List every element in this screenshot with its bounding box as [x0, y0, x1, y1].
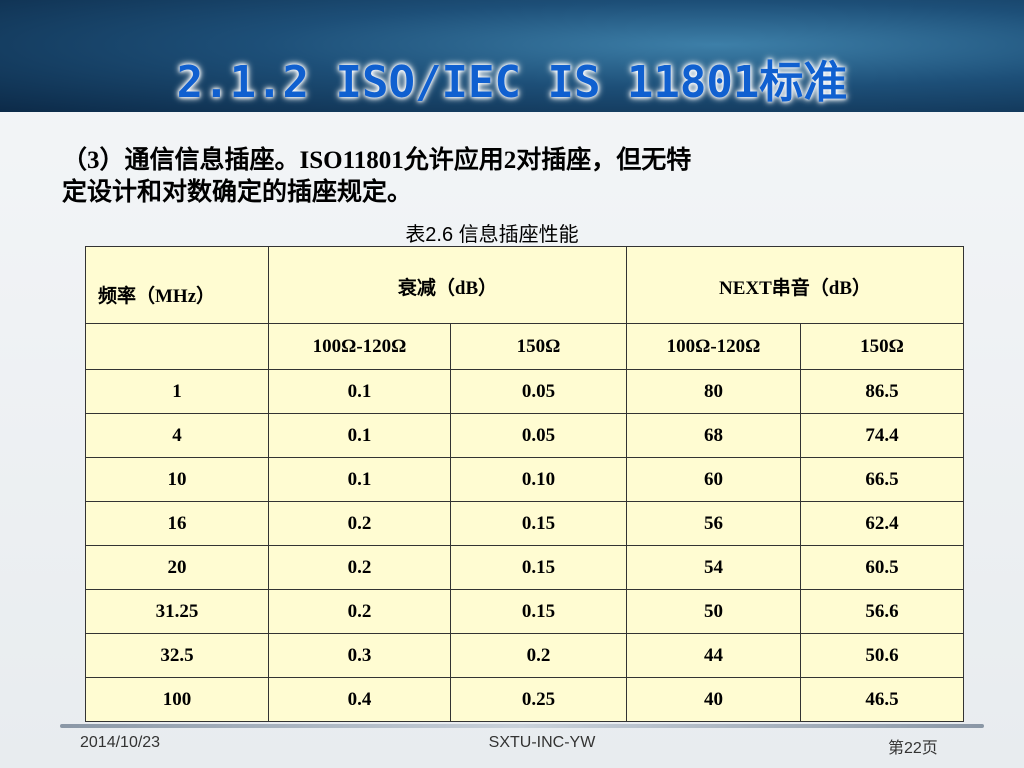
- table-cell: 0.1: [268, 369, 451, 414]
- footer-page: 第22页: [888, 740, 938, 757]
- table-caption: 表2.6 信息插座性能: [405, 224, 579, 246]
- table-row: 4 0.1 0.05 68 74.4: [85, 413, 964, 458]
- table-row: 32.5 0.3 0.2 44 50.6: [85, 633, 964, 678]
- table-cell: 31.25: [85, 589, 269, 634]
- table-cell: 0.2: [268, 589, 451, 634]
- slide-title: 2.1.2 ISO/IEC IS 11801标准: [176, 57, 848, 108]
- table-cell: 56.6: [800, 589, 964, 634]
- table-cell: 74.4: [800, 413, 964, 458]
- subheader-cell: 100Ω-120Ω: [268, 323, 451, 370]
- header-cell: 频率（MHz）: [85, 246, 269, 324]
- table-cell: 62.4: [800, 501, 964, 546]
- table-cell: 0.15: [450, 501, 627, 546]
- intro-text: 定设计和对数确定的插座规定。: [62, 179, 413, 206]
- table-cell: 0.15: [450, 589, 627, 634]
- header-cell: NEXT串音（dB）: [626, 246, 964, 324]
- table-cell: 0.1: [268, 457, 451, 502]
- table-cell: 68: [626, 413, 801, 458]
- table-cell: 0.10: [450, 457, 627, 502]
- table-cell: 0.25: [450, 677, 627, 722]
- subheader-cell: 100Ω-120Ω: [626, 323, 801, 370]
- intro-text: （3）通信信息插座。ISO11801允许应用2对插座，但无特: [62, 147, 692, 174]
- table-cell: 50.6: [800, 633, 964, 678]
- table-cell: 80: [626, 369, 801, 414]
- table-cell: 0.3: [268, 633, 451, 678]
- table-cell: 60.5: [800, 545, 964, 590]
- table-cell: 10: [85, 457, 269, 502]
- table-cell: 4: [85, 413, 269, 458]
- footer-date: 2014/10/23: [80, 734, 161, 751]
- subheader-cell: 150Ω: [450, 323, 627, 370]
- table-row: 20 0.2 0.15 54 60.5: [85, 545, 964, 590]
- empty-cell: [85, 323, 269, 370]
- table-cell: 86.5: [800, 369, 964, 414]
- table-cell: 100: [85, 677, 269, 722]
- table-cell: 0.05: [450, 413, 627, 458]
- footer-line: [60, 724, 984, 728]
- table-cell: 0.15: [450, 545, 627, 590]
- data-table: 频率（MHz） 衰减（dB） NEXT串音（dB） 100Ω-120Ω 150Ω 100…: [85, 246, 964, 722]
- table-cell: 40: [626, 677, 801, 722]
- table-cell: 20: [85, 545, 269, 590]
- table-cell: 0.2: [268, 545, 451, 590]
- table-row: 16 0.2 0.15 56 62.4: [85, 501, 964, 546]
- table-cell: 0.2: [450, 633, 627, 678]
- table-cell: 50: [626, 589, 801, 634]
- table-cell: 16: [85, 501, 269, 546]
- table-row: 31.25 0.2 0.15 50 56.6: [85, 589, 964, 634]
- table-cell: 1: [85, 369, 269, 414]
- table-cell: 54: [626, 545, 801, 590]
- table-cell: 56: [626, 501, 801, 546]
- header-band: [0, 0, 1024, 112]
- table-cell: 0.1: [268, 413, 451, 458]
- subheader-cell: 150Ω: [800, 323, 964, 370]
- table-row: 10 0.1 0.10 60 66.5: [85, 457, 964, 502]
- header-cell: 衰减（dB）: [268, 246, 627, 324]
- table-cell: 0.05: [450, 369, 627, 414]
- table-cell: 46.5: [800, 677, 964, 722]
- table-cell: 32.5: [85, 633, 269, 678]
- footer-org: SXTU-INC-YW: [488, 734, 596, 751]
- table-cell: 60: [626, 457, 801, 502]
- table-row: 100 0.4 0.25 40 46.5: [85, 677, 964, 722]
- table-row: 1 0.1 0.05 80 86.5: [85, 369, 964, 414]
- table-cell: 0.2: [268, 501, 451, 546]
- table-cell: 66.5: [800, 457, 964, 502]
- table-cell: 44: [626, 633, 801, 678]
- table-cell: 0.4: [268, 677, 451, 722]
